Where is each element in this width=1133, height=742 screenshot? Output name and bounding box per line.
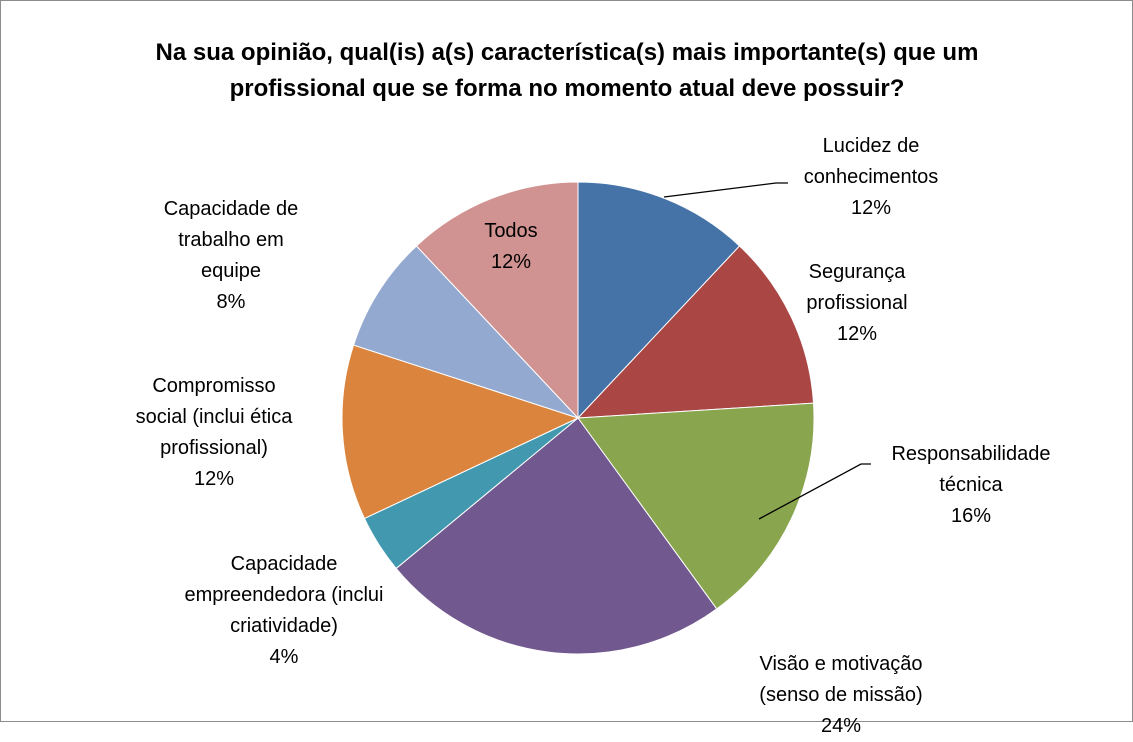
- value-label: 12%: [490, 251, 532, 273]
- pie-area: [341, 181, 871, 655]
- category-label: Segurança profissional: [806, 261, 908, 314]
- pie-slice: [415, 181, 579, 420]
- category-label: Compromisso social (inclui ética profiss…: [135, 375, 293, 459]
- value-label: 4%: [269, 646, 299, 668]
- value-label: 24%: [820, 715, 862, 737]
- data-label: Responsabilidade técnica 16%: [869, 439, 1074, 532]
- category-label: Lucidez de conhecimentos: [803, 135, 939, 188]
- pie-slice: [395, 417, 718, 655]
- value-label: 12%: [836, 323, 878, 345]
- pie-slice: [576, 245, 815, 419]
- category-label: Responsabilidade técnica: [891, 443, 1051, 496]
- category-label: Visão e motivação (senso de missão): [759, 653, 923, 706]
- chart-title: Na sua opinião, qual(is) a(s) caracterís…: [155, 39, 979, 102]
- value-label: 16%: [950, 505, 992, 527]
- value-label: 12%: [193, 468, 235, 490]
- data-label: Lucidez de conhecimentos 12%: [779, 131, 964, 224]
- value-label: 8%: [216, 291, 246, 313]
- pie-slice: [341, 344, 580, 520]
- data-label: Compromisso social (inclui ética profiss…: [124, 371, 304, 495]
- data-label: Todos 12%: [466, 216, 556, 278]
- pie-slice: [577, 181, 741, 420]
- data-label: Visão e motivação (senso de missão) 24%: [734, 649, 949, 742]
- category-label: Capacidade de trabalho em equipe: [163, 198, 299, 282]
- value-label: 12%: [850, 197, 892, 219]
- pie-slice: [352, 245, 579, 419]
- data-label: Segurança profissional 12%: [787, 257, 927, 350]
- data-label: Capacidade empreendedora (inclui criativ…: [174, 549, 394, 673]
- category-label: Todos: [484, 220, 538, 242]
- leader-line: [758, 463, 871, 520]
- category-label: Capacidade empreendedora (inclui criativ…: [184, 553, 384, 637]
- data-label: Capacidade de trabalho em equipe 8%: [151, 194, 311, 318]
- leader-line: [663, 182, 788, 198]
- pie-slice: [577, 402, 815, 610]
